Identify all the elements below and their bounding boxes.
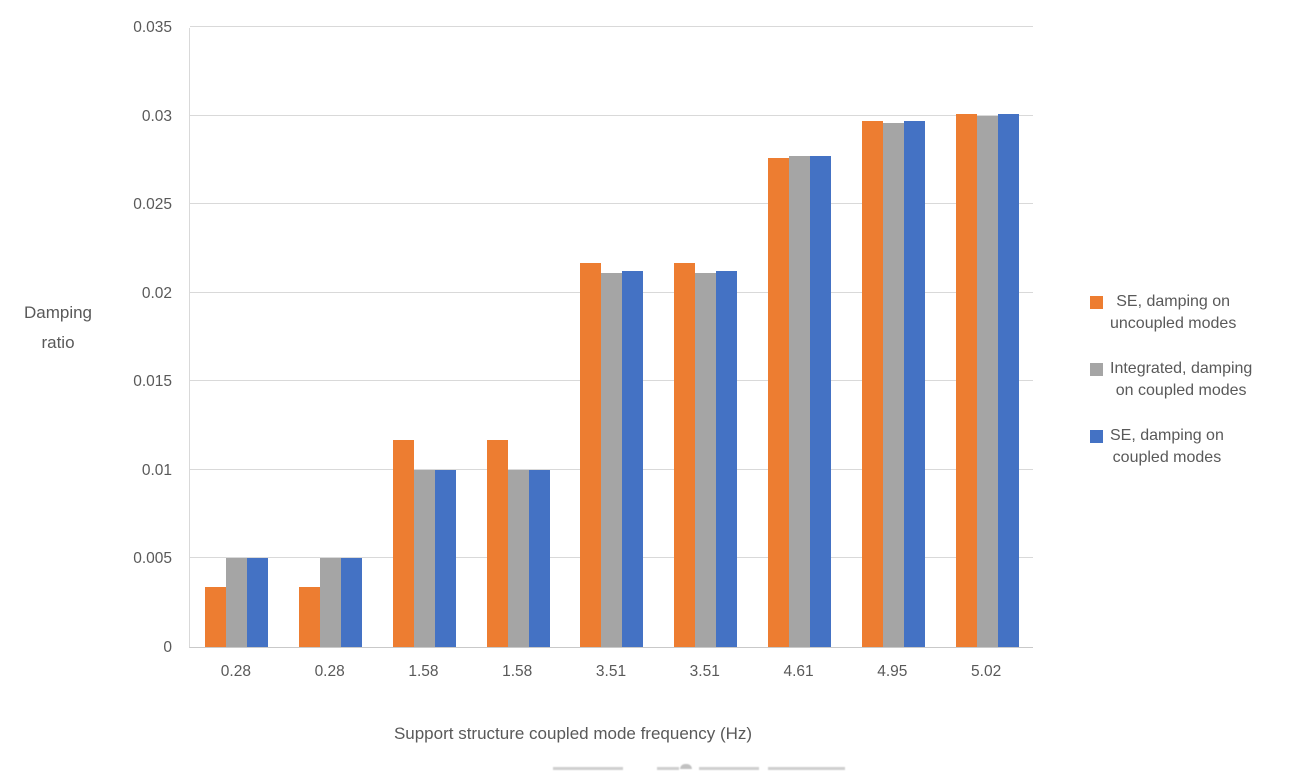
bar xyxy=(903,121,925,647)
bar xyxy=(580,263,602,647)
bar-group xyxy=(565,28,659,647)
bar xyxy=(768,158,790,647)
bar xyxy=(861,121,883,647)
bar xyxy=(955,114,977,647)
gridline xyxy=(190,114,1033,116)
legend: SE, damping on uncoupled modes Integrated,… xyxy=(1090,291,1252,469)
bar xyxy=(486,440,508,647)
y-tick-label: 0.035 xyxy=(133,19,172,36)
x-tick-label: 4.61 xyxy=(783,663,814,680)
bar-group xyxy=(284,28,378,647)
legend-item: SE, damping on coupled modes xyxy=(1090,425,1252,469)
bar-group xyxy=(753,28,847,647)
y-tick-label: 0.02 xyxy=(141,284,172,302)
bar-group xyxy=(190,28,284,647)
y-axis-tick-labels: 0 0.005 0.01 0.015 0.02 0.025 0.03 0.035 xyxy=(56,0,172,771)
legend-item: SE, damping on uncoupled modes xyxy=(1090,291,1252,335)
cropped-caption-artifact xyxy=(553,764,845,771)
y-tick-label: 0.015 xyxy=(133,373,172,391)
bar xyxy=(392,440,414,647)
bar xyxy=(434,470,456,647)
bar-group xyxy=(846,28,940,647)
x-tick-label: 4.95 xyxy=(877,663,908,680)
bar xyxy=(226,558,248,647)
legend-label: Integrated, damping on coupled modes xyxy=(1110,360,1253,399)
bar xyxy=(997,114,1019,647)
legend-swatch-icon xyxy=(1090,430,1103,443)
plot-area xyxy=(189,26,1034,648)
gridline xyxy=(190,203,1033,205)
bar xyxy=(341,558,363,647)
x-tick-label: 0.28 xyxy=(314,663,345,680)
x-tick-label: 1.58 xyxy=(408,663,439,680)
bar-group xyxy=(378,28,472,647)
bar xyxy=(247,558,269,647)
gridline xyxy=(190,26,1033,27)
y-axis-title-line1: Damping xyxy=(23,303,93,322)
legend-swatch-icon xyxy=(1090,363,1103,376)
bar xyxy=(976,116,998,647)
bar xyxy=(674,263,696,647)
x-tick-label: 1.58 xyxy=(502,663,533,680)
bar xyxy=(882,123,904,647)
bar xyxy=(810,156,832,647)
bar xyxy=(320,558,342,647)
y-axis-title-line2: ratio xyxy=(41,333,75,352)
y-axis-title: Damping ratio xyxy=(4,298,112,358)
bar xyxy=(622,271,644,647)
y-tick-label: 0 xyxy=(163,639,172,656)
x-tick-label: 5.02 xyxy=(971,663,1002,680)
y-tick-label: 0.025 xyxy=(133,196,172,214)
bar xyxy=(205,587,227,647)
bar-group xyxy=(940,28,1034,647)
bar xyxy=(601,273,623,647)
bar xyxy=(299,587,321,647)
legend-label: SE, damping on uncoupled modes xyxy=(1110,293,1237,332)
legend-swatch-icon xyxy=(1090,296,1103,309)
bar xyxy=(413,470,435,647)
bar xyxy=(789,156,811,647)
bar xyxy=(528,470,550,647)
y-tick-label: 0.005 xyxy=(133,550,172,568)
x-tick-label: 3.51 xyxy=(689,663,720,680)
bar xyxy=(716,271,738,647)
x-tick-label: 3.51 xyxy=(595,663,627,680)
y-tick-label: 0.01 xyxy=(141,461,172,479)
x-tick-label: 0.28 xyxy=(220,663,251,680)
legend-item: Integrated, damping on coupled modes xyxy=(1090,358,1252,402)
bar xyxy=(695,273,717,647)
legend-label: SE, damping on coupled modes xyxy=(1110,427,1224,466)
bar-group xyxy=(659,28,753,647)
x-axis-tick-labels: 0.28 0.28 1.58 1.58 3.51 3.51 4.61 4.95 5.02 xyxy=(189,662,1033,686)
bar xyxy=(507,470,529,647)
y-tick-label: 0.03 xyxy=(141,107,172,125)
x-axis-title: Support structure coupled mode frequency… xyxy=(393,724,753,743)
bar-group xyxy=(471,28,565,647)
